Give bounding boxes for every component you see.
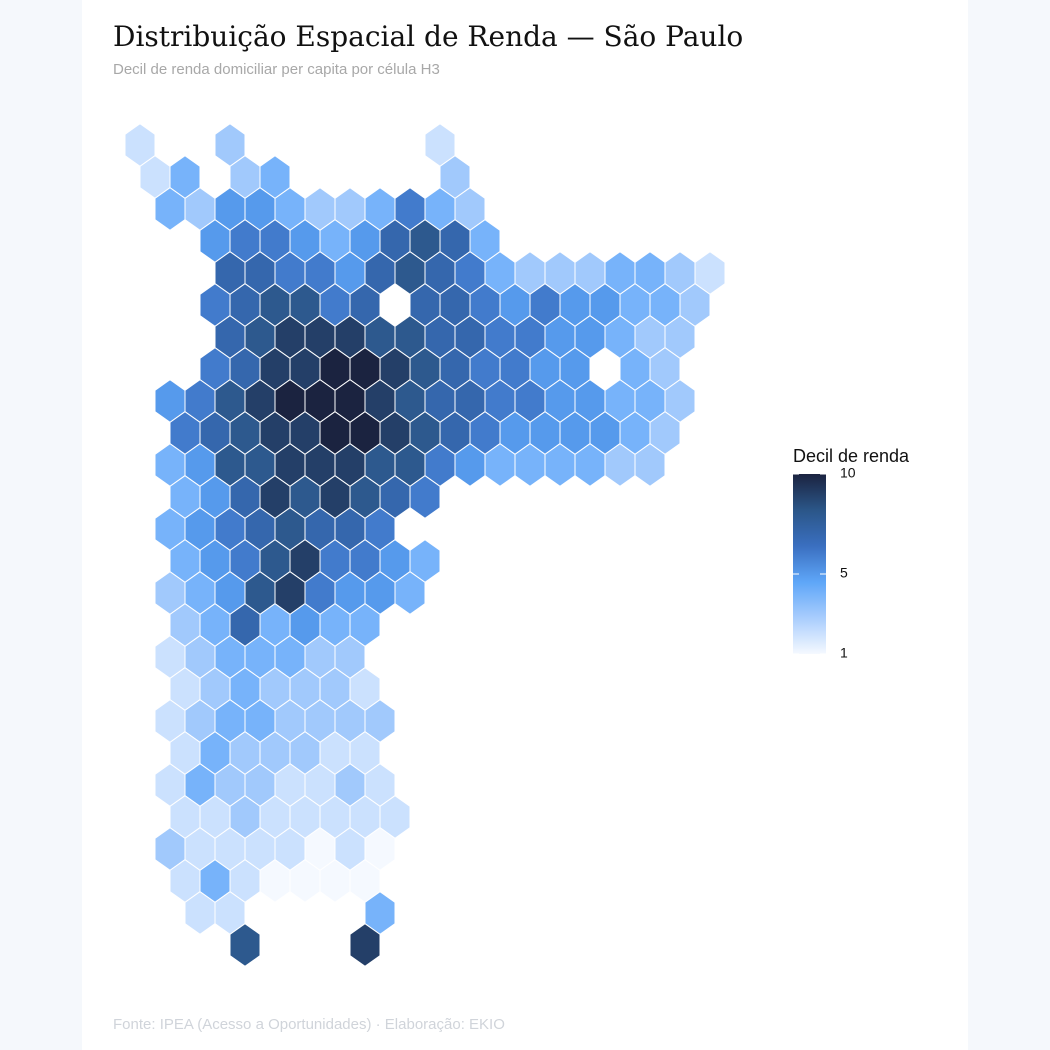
hex-cell xyxy=(409,475,441,519)
colorbar xyxy=(793,474,826,654)
hex-cell xyxy=(634,443,666,487)
hex-cell xyxy=(229,923,261,967)
subtitle: Decil de renda domiciliar per capita por… xyxy=(113,61,440,78)
title: Distribuição Espacial de Renda — São Pau… xyxy=(113,20,743,53)
hex-map xyxy=(124,123,726,967)
source: Fonte: IPEA (Acesso a Oportunidades) · E… xyxy=(113,1016,505,1033)
hex-cell xyxy=(394,571,426,615)
legend-tick-label: 5 xyxy=(840,565,848,581)
legend-tick-label: 1 xyxy=(840,645,848,661)
hex-cell xyxy=(349,923,381,967)
legend-title: Decil de renda xyxy=(793,446,910,466)
legend-tick-label: 10 xyxy=(840,465,856,481)
